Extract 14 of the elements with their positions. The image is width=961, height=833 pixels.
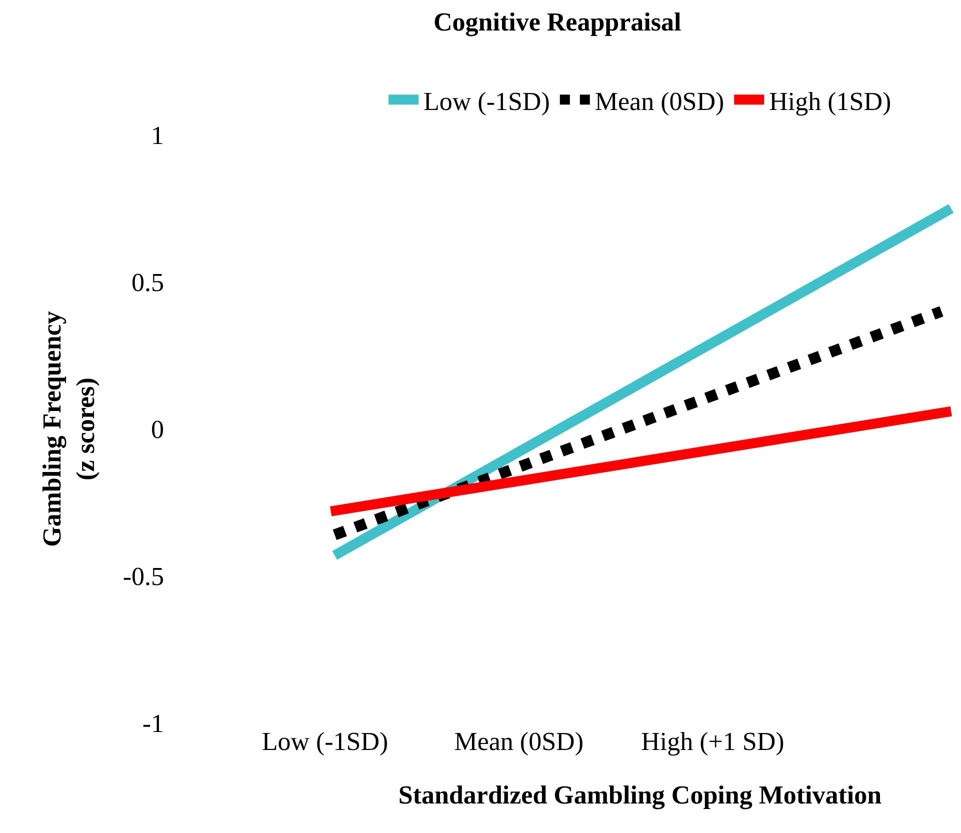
x-tick-label: Low (-1SD): [262, 727, 388, 756]
x-tick-label: Mean (0SD): [454, 727, 584, 756]
legend-label: Low (-1SD): [424, 86, 550, 116]
y-tick-label: 0: [151, 415, 164, 444]
legend-label: Mean (0SD): [594, 86, 724, 116]
x-axis-title: Standardized Gambling Coping Motivation: [398, 780, 882, 810]
x-tick-label: High (+1 SD): [641, 727, 784, 756]
y-tick-label: -0.5: [122, 562, 164, 592]
legend-label: High (1SD): [769, 86, 892, 116]
y-tick-label: 0.5: [132, 268, 164, 298]
y-tick-label: -1: [142, 709, 164, 738]
y-tick-label: 1: [151, 121, 164, 150]
chart-title: Cognitive Reappraisal: [434, 8, 682, 37]
y-axis-title: Gambling Frequency (z scores): [37, 311, 100, 547]
